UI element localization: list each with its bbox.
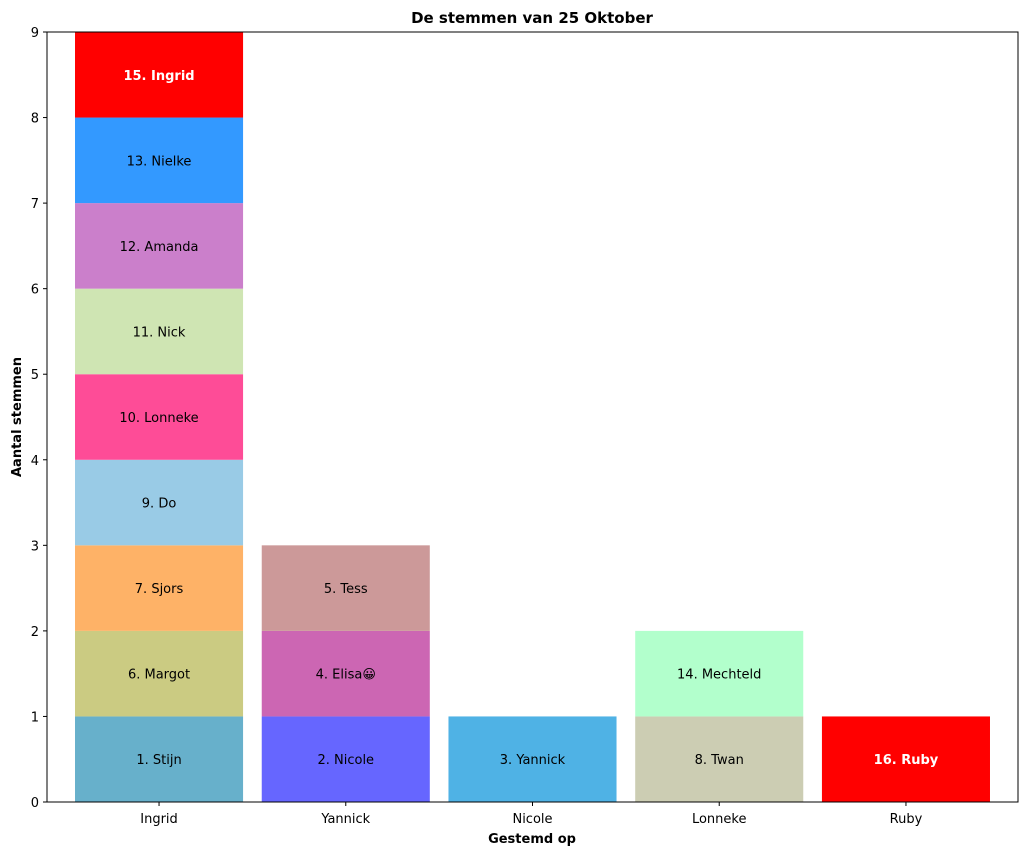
plot-frame [46, 31, 1019, 803]
bar-segment [261, 716, 430, 802]
x-tick-label: Ruby [890, 812, 923, 827]
y-axis-label: Aantal stemmen [10, 357, 25, 477]
bar-segment-label: 2. Nicole [317, 753, 374, 768]
bar-segment-label: 7. Sjors [135, 582, 184, 597]
y-tick-label: 0 [31, 796, 39, 811]
y-tick-label: 8 [31, 112, 39, 127]
bar-segment [261, 630, 430, 717]
bar-segment-label: 16. Ruby [874, 753, 939, 768]
bar-segment [261, 545, 430, 631]
bar-segment [821, 716, 990, 802]
bar-segment-label: 10. Lonneke [119, 411, 198, 426]
bar-segment [75, 374, 244, 460]
chart-title: De stemmen van 25 Oktober [411, 9, 653, 27]
bar-segment-label: 6. Margot [128, 668, 190, 683]
y-tick-label: 9 [31, 26, 39, 41]
x-tick-label: Yannick [320, 812, 370, 827]
bar-segment-label: 5. Tess [324, 582, 368, 597]
bar-segment-label: 8. Twan [695, 753, 744, 768]
bar-segment [75, 630, 244, 717]
bar-segment [75, 545, 244, 631]
y-tick-label: 7 [31, 197, 39, 212]
bar-segment [75, 32, 244, 118]
x-axis-label: Gestemd op [488, 832, 576, 847]
bar-segment [75, 117, 244, 204]
bar-segment [448, 716, 617, 802]
bar-segment [75, 459, 244, 546]
bar-segment [75, 203, 244, 289]
bar-segment-label: 15. Ingrid [123, 69, 194, 84]
y-tick-label: 1 [31, 710, 39, 725]
y-tick-label: 5 [31, 368, 39, 383]
bar-segment-label: 3. Yannick [500, 753, 566, 768]
y-tick-label: 2 [31, 625, 39, 640]
x-axis-ticks: Ingrid Yannick Nicole Lonneke Ruby [140, 802, 923, 827]
bar-segment-label: 12. Amanda [120, 240, 199, 255]
bar-segment [75, 288, 244, 375]
y-tick-label: 4 [31, 454, 39, 469]
bar-segment [635, 716, 804, 802]
bar-segment-label: 9. Do [142, 497, 177, 512]
bar-segment [75, 716, 244, 802]
y-axis-ticks: 0 1 2 3 4 5 6 7 8 9 [31, 26, 47, 811]
y-tick-label: 6 [31, 283, 39, 298]
bar-segment-label: 1. Stijn [136, 753, 181, 768]
y-tick-label: 3 [31, 539, 39, 554]
x-tick-label: Nicole [512, 812, 552, 827]
x-tick-label: Ingrid [140, 812, 178, 827]
x-tick-label: Lonneke [692, 812, 747, 827]
bar-segment [635, 630, 804, 717]
bar-segment-label: 13. Nielke [127, 154, 192, 169]
bars-group: 1. Stijn 6. Margot 7. Sjors 9. Do 10. Lonnek… [75, 32, 990, 802]
bar-segment-label: 14. Mechteld [677, 668, 761, 683]
bar-segment-label: 11. Nick [133, 325, 186, 340]
bar-segment-label: 4. Elisa😀 [316, 668, 376, 683]
